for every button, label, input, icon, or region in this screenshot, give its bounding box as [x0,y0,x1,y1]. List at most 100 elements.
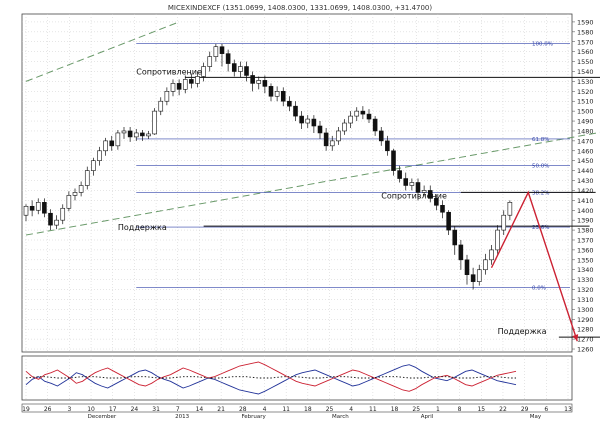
candle-body [219,46,225,54]
trend-channel-line [25,21,180,82]
y-tick-label: 1590 [577,18,594,26]
y-tick-label: 1410 [577,197,594,205]
y-tick-label: 1340 [577,266,594,274]
y-tick-label: 1330 [577,276,594,284]
x-tick-label: 7 [176,406,180,413]
candle-body [97,150,102,161]
candle-body [170,83,176,92]
x-tick-label: 24 [131,406,139,413]
candle-body [66,195,72,209]
candle-body [103,140,108,152]
candle-body [409,182,415,186]
candle-body [440,205,445,213]
candle-body [287,100,292,107]
candle-body [29,205,35,211]
x-tick-label: 25 [412,406,420,413]
y-tick-label: 1490 [577,118,594,126]
y-tick-label: 1570 [577,38,594,46]
candle-body [452,229,458,246]
level-label: Сопротивление [136,67,202,76]
x-tick-label: 11 [369,406,377,413]
x-tick-label: 11 [282,406,290,413]
candle-body [189,79,194,84]
level-label: Поддержка [118,223,167,232]
month-label: April [421,414,434,419]
candle-body [323,132,329,147]
candle-body [336,130,341,142]
y-tick-label: 1270 [577,336,594,344]
indicator-series-line [25,376,516,379]
x-tick-label: 4 [263,406,267,413]
y-tick-label: 1520 [577,88,594,96]
candle-body [348,115,353,124]
candle-body [121,130,127,134]
x-tick-label: 3 [67,406,71,413]
candle-body [195,76,200,84]
month-label: May [530,414,542,419]
x-tick-label: 1 [436,406,440,413]
y-tick-label: 1310 [577,296,594,304]
candle-body [354,110,360,117]
y-tick-label: 1540 [577,68,594,76]
x-tick-label: 18 [391,406,399,413]
candle-body [274,91,280,97]
candle-body [403,178,409,186]
y-tick-label: 1550 [577,58,594,66]
candle-body [458,244,464,261]
candle-body [72,192,78,196]
candle-body [483,259,488,271]
y-tick-label: 1530 [577,78,594,86]
candle-body [397,170,402,179]
candle-body [256,80,262,84]
candle-body [372,118,378,132]
candle-body [464,259,470,275]
month-label: February [241,414,266,419]
x-tick-label: 28 [239,406,247,413]
candle-body [158,100,164,112]
candle-body [176,83,182,90]
x-tick-label: 14 [196,406,204,413]
forecast-arrow-line [490,190,578,342]
y-tick-label: 1350 [577,256,594,264]
y-tick-label: 1420 [577,187,594,195]
candle-body [78,185,84,193]
candle-body [244,66,249,76]
x-tick-label: 4 [349,406,353,413]
month-label: December [88,414,117,419]
candle-body [366,113,372,120]
candle-body [231,63,237,72]
y-tick-label: 1300 [577,306,594,314]
forecast-arrow-head [572,334,579,342]
chart-title: MICEXINDEXCF (1351.0699, 1408.0300, 1331… [168,4,433,12]
y-tick-label: 1370 [577,236,594,244]
candle-body [268,86,274,97]
price-panel [21,13,573,353]
candle-body [378,130,384,142]
y-tick-label: 1470 [577,137,594,145]
candle-body [48,212,53,226]
candle-body [140,132,145,137]
candle-body [91,160,96,171]
candle-body [127,130,133,138]
x-tick-label: 13 [564,406,572,413]
y-tick-label: 1460 [577,147,594,155]
fib-level-label: 50.0% [532,164,549,170]
candle-body [434,198,439,206]
candle-body [280,91,286,102]
candle-body [293,105,298,117]
candle-body [311,118,317,127]
candle-body [470,274,476,282]
candle-body [427,190,433,199]
candle-body [415,182,421,193]
y-tick-label: 1450 [577,157,594,165]
candle-body [342,122,347,132]
x-tick-label: 22 [499,406,507,413]
x-tick-label: 10 [87,406,95,413]
candle-body [317,125,323,134]
candle-body [109,140,115,147]
x-tick-label: 19 [22,406,30,413]
x-tick-label: 31 [152,406,160,413]
candle-body [360,110,366,115]
